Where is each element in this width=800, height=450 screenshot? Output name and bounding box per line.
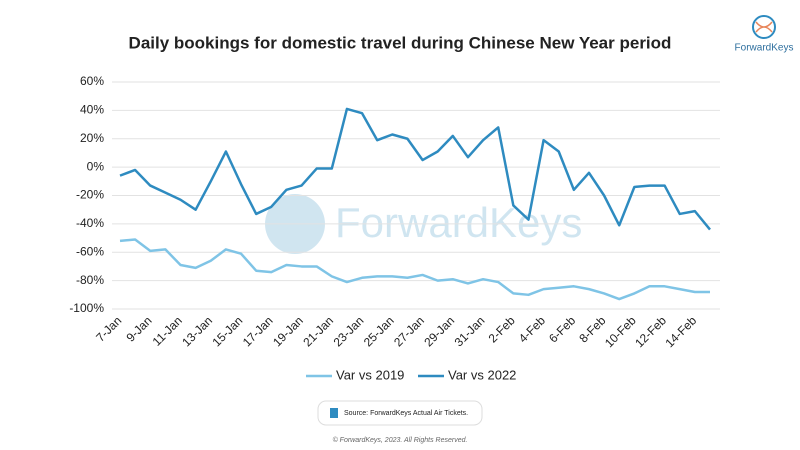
- source-box: [317, 400, 483, 426]
- x-tick-label: 23-Jan: [331, 313, 367, 349]
- y-tick-label: -100%: [69, 301, 104, 315]
- x-tick-label: 27-Jan: [391, 313, 427, 349]
- x-tick-label: 13-Jan: [179, 313, 215, 349]
- y-tick-label: -40%: [76, 216, 104, 230]
- y-tick-label: -80%: [76, 273, 104, 287]
- chart-title: Daily bookings for domestic travel durin…: [129, 33, 672, 52]
- line: [119, 238, 710, 301]
- x-tick-label: 12-Feb: [632, 313, 669, 350]
- source: Source: ForwardKeys Actual Air Tickets.: [344, 410, 468, 417]
- logo-arcs: [755, 21, 773, 33]
- x-tick-label: 7-Jan: [93, 313, 124, 344]
- x-tick-label: 25-Jan: [361, 313, 397, 349]
- watermark: ForwardKeys: [265, 194, 582, 254]
- y-tick-label: -20%: [76, 188, 104, 202]
- x-tick-label: 4-Feb: [516, 313, 548, 345]
- x-tick-label: 17-Jan: [240, 313, 276, 349]
- x-tick-label: 19-Jan: [270, 313, 306, 349]
- y-tick-label: 40%: [80, 103, 104, 117]
- logo: ForwardKeys: [735, 15, 794, 54]
- line: [119, 107, 711, 231]
- x-tick-label: 2-Feb: [486, 313, 518, 345]
- x-tick-label: 15-Jan: [210, 313, 246, 349]
- logo-text: ForwardKeys: [735, 43, 794, 54]
- copyright: © ForwardKeys, 2023. All Rights Reserved…: [333, 436, 468, 444]
- x-tick-label: 10-Feb: [602, 313, 639, 350]
- x-tick-label: 29-Jan: [421, 313, 457, 349]
- legend-label: Var vs 2022: [448, 367, 516, 382]
- x-tick-label: 11-Jan: [150, 313, 185, 348]
- logo-globe: [752, 15, 776, 39]
- x-tick-label: 6-Feb: [546, 313, 578, 345]
- x-tick-label: 21-Jan: [300, 313, 336, 349]
- legend-label: Var vs 2019: [336, 367, 404, 382]
- x-tick-label: 14-Feb: [662, 313, 699, 350]
- y-tick-label: 20%: [80, 131, 104, 145]
- watermark-text: ForwardKeys: [335, 199, 582, 246]
- y-tick-label: 0%: [87, 159, 105, 173]
- y-tick-label: 60%: [80, 74, 104, 88]
- y-tick-label: -60%: [76, 244, 104, 258]
- source-icon: [330, 408, 338, 418]
- x-tick-label: 31-Jan: [452, 313, 488, 349]
